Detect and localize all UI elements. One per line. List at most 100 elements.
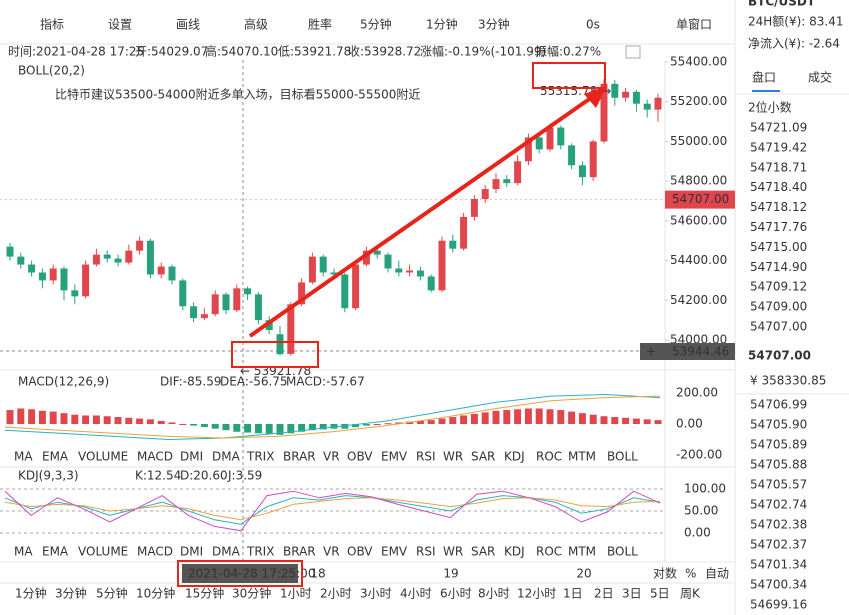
annotation: 比特币建议53500-54000附近多单入场，目标看55000-55500附近 <box>55 87 420 102</box>
indicator-tab[interactable]: TRIX <box>246 545 274 559</box>
indicator-tab[interactable]: MTM <box>568 545 596 559</box>
macd-bar <box>114 417 122 424</box>
period-tab[interactable]: 4小时 <box>400 587 432 601</box>
toolbar-item[interactable]: 0s <box>586 18 600 32</box>
period-tab[interactable]: 3小时 <box>360 587 392 601</box>
axis-option[interactable]: 对数 <box>653 566 677 581</box>
indicator-tab[interactable]: ROC <box>536 450 562 464</box>
decimals[interactable]: 2位小数 <box>748 100 792 115</box>
candle-body <box>168 266 176 281</box>
cursor-time-box <box>182 564 298 583</box>
indicator-tab[interactable]: VOLUME <box>78 450 128 464</box>
indicator-tab[interactable]: SAR <box>471 545 495 559</box>
period-tab[interactable]: 周K <box>680 587 701 601</box>
indicator-tab[interactable]: SAR <box>471 450 495 464</box>
toolbar-item[interactable]: 5分钟 <box>360 17 392 32</box>
toolbar-item[interactable]: 单窗口 <box>676 18 712 32</box>
indicator-tab[interactable]: EMA <box>42 450 69 464</box>
indicator-tab[interactable]: DMA <box>212 450 241 464</box>
indicator-tab[interactable]: EMV <box>381 545 408 559</box>
indicator-tab[interactable]: VR <box>323 545 340 559</box>
period-tab[interactable]: 5分钟 <box>96 586 128 601</box>
cursor-price: 53944.46 <box>672 345 729 359</box>
macd-bar <box>157 420 165 424</box>
side-tab[interactable]: 成交 <box>808 70 832 85</box>
indicator-tab[interactable]: BOLL <box>607 545 638 559</box>
axis-option[interactable]: % <box>685 567 696 581</box>
ask-price: 54707.00 <box>750 320 807 334</box>
indicator-tab[interactable]: BRAR <box>283 545 316 559</box>
macd-bar <box>578 413 586 424</box>
kdj-label: KDJ(9,3,3) <box>18 469 79 483</box>
period-tab[interactable]: 10分钟 <box>136 586 175 601</box>
indicator-tab[interactable]: KDJ <box>504 545 525 559</box>
side-tab[interactable]: 盘口 <box>752 70 776 85</box>
indicator-tab[interactable]: VR <box>323 450 340 464</box>
macd-bar <box>49 411 57 424</box>
candle-body <box>643 103 651 110</box>
macd-bar <box>535 408 543 424</box>
toolbar-item[interactable]: 1分钟 <box>426 17 458 32</box>
kdj-label: D:20.60 <box>180 469 228 483</box>
indicator-tab[interactable]: BOLL <box>607 450 638 464</box>
indicator-tab[interactable]: DMI <box>180 545 203 559</box>
toolbar-item[interactable]: 设置 <box>108 18 132 32</box>
indicator-tab[interactable]: VOLUME <box>78 545 128 559</box>
macd-bar <box>611 417 619 424</box>
indicator-tab[interactable]: RSI <box>416 545 436 559</box>
candle-body <box>222 294 230 311</box>
axis-option[interactable]: 自动 <box>705 567 729 581</box>
toolbar-item[interactable]: 画线 <box>176 18 200 32</box>
toolbar-item[interactable]: 3分钟 <box>478 17 510 32</box>
period-tab[interactable]: 30分钟 <box>232 586 271 601</box>
indicator-tab[interactable]: OBV <box>347 545 373 559</box>
period-tab[interactable]: 1分钟 <box>15 586 47 601</box>
indicator-tab[interactable]: DMI <box>180 450 203 464</box>
indicator-tab[interactable]: EMA <box>42 545 69 559</box>
expand-icon[interactable] <box>625 45 641 59</box>
period-tab[interactable]: 1小时 <box>280 587 312 601</box>
period-tab[interactable]: 1日 <box>563 587 583 601</box>
candle-body <box>524 137 532 162</box>
period-tab[interactable]: 8小时 <box>478 587 510 601</box>
candle-body <box>622 91 630 98</box>
period-tab[interactable]: 3日 <box>622 587 642 601</box>
indicator-tab[interactable]: DMA <box>212 545 241 559</box>
candle-body <box>319 256 327 273</box>
indicator-tab[interactable]: TRIX <box>246 450 274 464</box>
candle-body <box>254 294 262 321</box>
indicator-tab[interactable]: MACD <box>137 450 173 464</box>
candle-body <box>276 334 284 355</box>
macd-bar <box>60 413 68 424</box>
toolbar-item[interactable]: 胜率 <box>308 17 332 32</box>
period-tab[interactable]: 15分钟 <box>185 586 224 601</box>
indicator-tab[interactable]: MACD <box>137 545 173 559</box>
info-item: 高:54070.10 <box>205 44 278 59</box>
indicator-tab[interactable]: EMV <box>381 450 408 464</box>
indicator-tab[interactable]: WR <box>443 545 463 559</box>
period-tab[interactable]: 6小时 <box>440 587 472 601</box>
indicator-tab[interactable]: MA <box>14 545 33 559</box>
period-tab[interactable]: 5日 <box>650 587 670 601</box>
macd-bar <box>622 417 630 424</box>
period-tab[interactable]: 2小时 <box>320 587 352 601</box>
candle-body <box>395 268 403 273</box>
indicator-tab[interactable]: RSI <box>416 450 436 464</box>
info-item: 开:54029.07 <box>135 45 208 59</box>
highlight-box <box>231 341 319 368</box>
period-tab[interactable]: 3分钟 <box>55 586 87 601</box>
indicator-tab[interactable]: MA <box>14 450 33 464</box>
indicator-tab[interactable]: BRAR <box>283 450 316 464</box>
toolbar-item[interactable]: 高级 <box>244 17 268 32</box>
candle-body <box>157 266 165 275</box>
candle-body <box>103 254 111 259</box>
macd-label: DIF:-85.59 <box>160 375 221 389</box>
indicator-tab[interactable]: WR <box>443 450 463 464</box>
toolbar-item[interactable]: 指标 <box>40 17 64 32</box>
indicator-tab[interactable]: OBV <box>347 450 373 464</box>
indicator-tab[interactable]: MTM <box>568 450 596 464</box>
period-tab[interactable]: 12小时 <box>517 587 556 601</box>
indicator-tab[interactable]: ROC <box>536 545 562 559</box>
indicator-tab[interactable]: KDJ <box>504 450 525 464</box>
period-tab[interactable]: 2日 <box>594 587 614 601</box>
